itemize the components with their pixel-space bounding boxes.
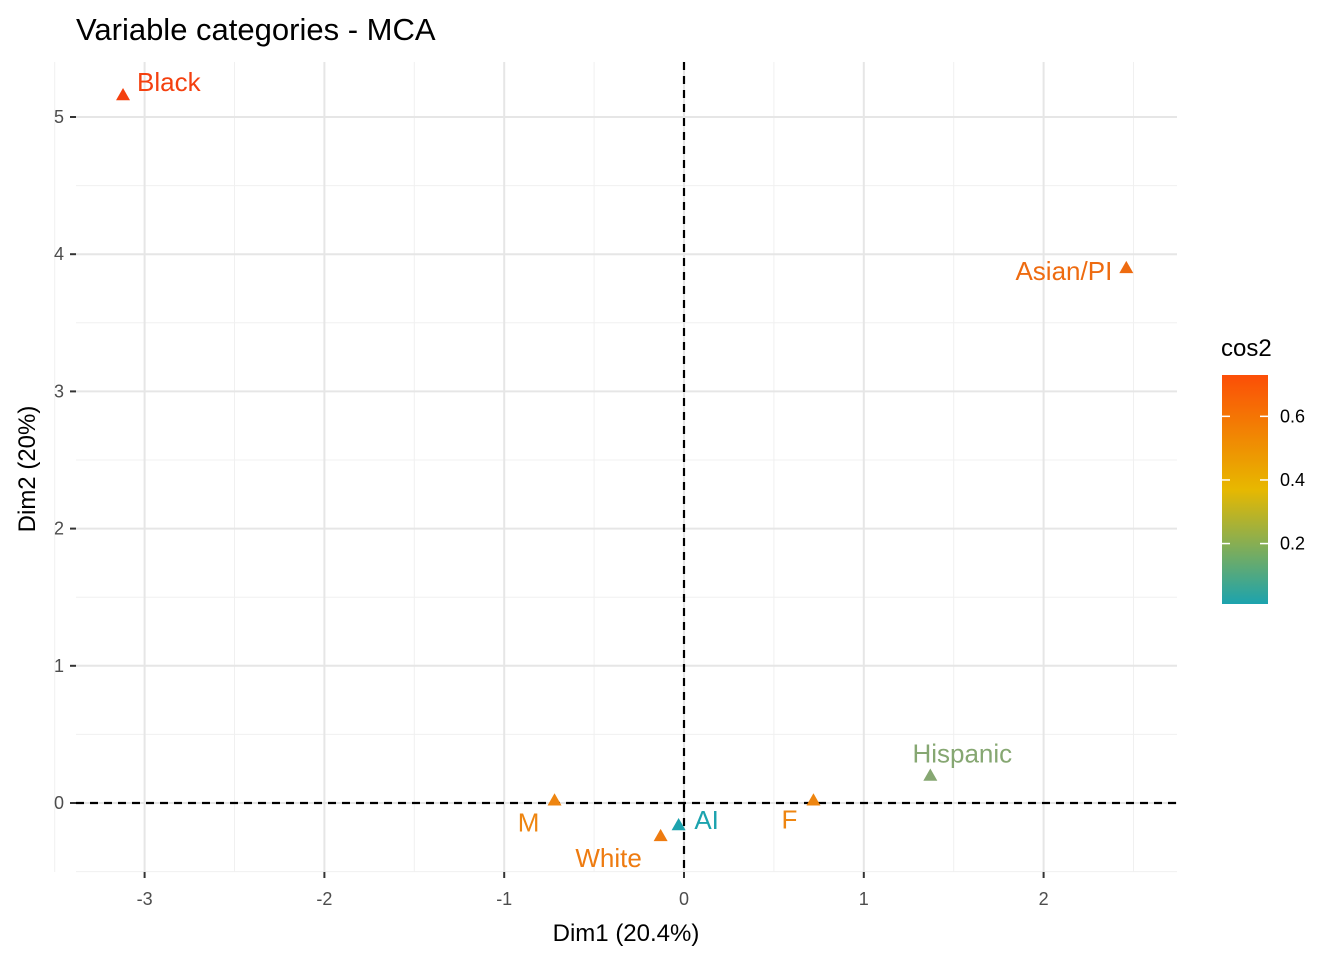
point-marker (923, 768, 938, 781)
point-marker (116, 88, 131, 101)
x-tick-label: -3 (137, 889, 153, 909)
legend-tick-label: 0.2 (1280, 534, 1305, 554)
chart-title: Variable categories - MCA (76, 12, 436, 47)
point-label: M (518, 807, 540, 837)
y-tick-label: 2 (54, 519, 64, 539)
grid (54, 62, 1177, 873)
x-tick-label: -1 (496, 889, 512, 909)
x-tick-label: 1 (859, 889, 869, 909)
y-tick-label: 0 (54, 793, 64, 813)
point-marker (806, 793, 821, 806)
point-marker (653, 828, 668, 842)
reference-lines (76, 62, 1177, 872)
point-label: Hispanic (912, 739, 1012, 769)
x-axis-label: Dim1 (20.4%) (553, 920, 700, 947)
y-tick-label: 1 (54, 656, 64, 676)
point-marker (547, 793, 562, 806)
axes: -3 -2 -1 0 1 2 0 1 2 3 4 5 (54, 107, 1049, 909)
x-tick-label: 0 (679, 889, 689, 909)
point-marker (1119, 260, 1134, 274)
legend-tick-label: 0.6 (1280, 406, 1305, 426)
point-label: AI (694, 805, 719, 835)
x-tick-label: 2 (1039, 889, 1049, 909)
point-label: Black (137, 67, 202, 97)
points: Black Asian/PI Hispanic M F White AI (116, 67, 1134, 873)
legend-tick-label: 0.4 (1280, 470, 1305, 490)
y-axis-label: Dim2 (20%) (14, 406, 41, 533)
legend-title: cos2 (1221, 335, 1272, 362)
x-tick-label: -2 (316, 889, 332, 909)
legend: cos2 0.2 0.4 0.6 (1221, 335, 1305, 604)
legend-colorbar (1222, 375, 1268, 604)
point-label: F (782, 804, 798, 834)
point-label: Asian/PI (1015, 256, 1112, 286)
y-tick-label: 3 (54, 381, 64, 401)
y-tick-label: 5 (54, 107, 64, 127)
y-tick-label: 4 (54, 244, 64, 264)
point-label: White (575, 843, 641, 873)
point-marker (671, 817, 686, 831)
